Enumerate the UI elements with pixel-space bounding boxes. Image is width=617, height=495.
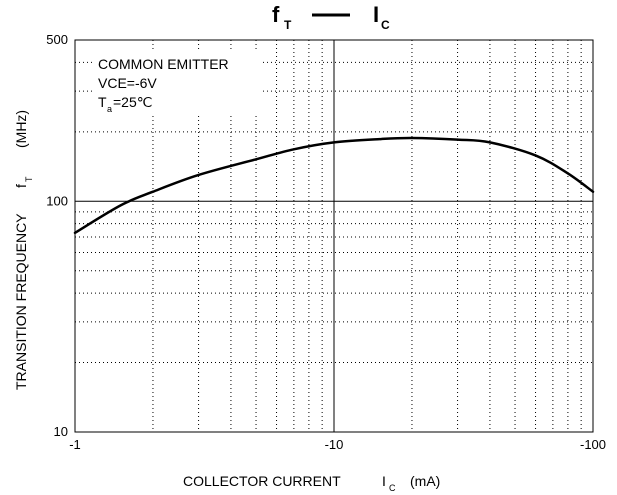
- annotation-ta-symbol: T: [98, 94, 107, 110]
- title-x-subscript: C: [381, 18, 390, 32]
- x-axis-label-subscript: C: [389, 483, 396, 493]
- x-axis-label-symbol: I: [382, 473, 386, 489]
- title-y-subscript: T: [284, 18, 292, 32]
- plot-frame: [74, 39, 594, 433]
- x-tick-labels: -1 -10 -100: [69, 437, 606, 452]
- y-tick-labels: 10 100 500: [46, 32, 68, 439]
- annotation-line-1: COMMON EMITTER: [98, 56, 229, 72]
- chart-title: f T I C: [272, 2, 390, 32]
- y-axis-label-unit: (MHz): [13, 110, 29, 148]
- x-axis-label-text: COLLECTOR CURRENT: [183, 473, 341, 489]
- chart-major-lines: [75, 40, 593, 432]
- chart-annotation: COMMON EMITTER VCE=-6V T a =25℃: [92, 50, 260, 116]
- annotation-line-2: VCE=-6V: [98, 75, 157, 91]
- annotation-ta-value: =25℃: [113, 94, 152, 110]
- title-y-symbol: f: [272, 2, 280, 27]
- y-axis-label-subscript: T: [24, 176, 34, 182]
- series-line: [73, 136, 595, 235]
- x-axis-label: COLLECTOR CURRENT I C (mA): [183, 473, 440, 493]
- title-x-symbol: I: [373, 2, 379, 27]
- x-tick-label: -10: [325, 437, 344, 452]
- y-axis-label: TRANSITION FREQUENCY f T (MHz): [13, 110, 34, 390]
- x-axis-label-unit: (mA): [410, 473, 440, 489]
- y-tick-label: 500: [46, 32, 68, 47]
- y-tick-label: 100: [46, 193, 68, 208]
- y-axis-label-symbol: f: [13, 184, 29, 188]
- y-axis-label-text: TRANSITION FREQUENCY: [13, 213, 29, 390]
- x-tick-label: -100: [580, 437, 606, 452]
- y-tick-label: 10: [54, 424, 68, 439]
- chart-series: [73, 136, 595, 235]
- x-tick-label: -1: [69, 437, 81, 452]
- chart-grid: [75, 40, 593, 432]
- annotation-ta-subscript: a: [107, 104, 112, 114]
- annotation-background: [92, 50, 260, 116]
